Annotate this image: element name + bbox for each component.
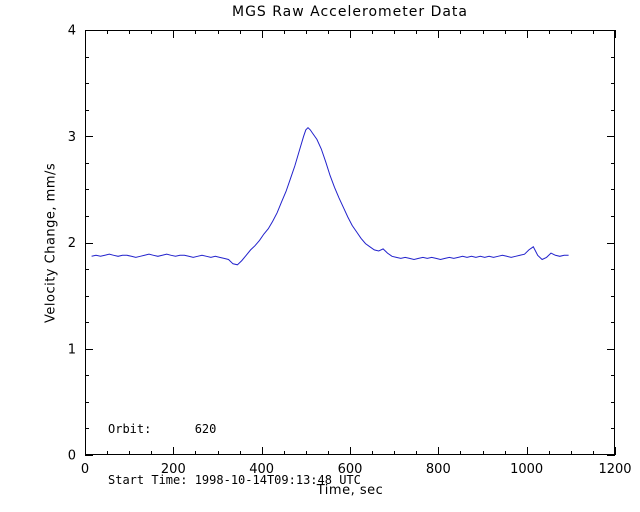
- y-tick-label: 2: [68, 236, 76, 251]
- annotation-block: Orbit: 620 Start Time: 1998-10-14T09:13:…: [108, 387, 361, 512]
- data-line: [91, 127, 569, 266]
- annotation-start-time: Start Time: 1998-10-14T09:13:48 UTC: [108, 473, 361, 487]
- y-tick-label: 0: [68, 449, 76, 464]
- x-tick-label: 200: [161, 462, 186, 477]
- x-tick-label: 0: [81, 462, 89, 477]
- annotation-orbit: Orbit: 620: [108, 422, 217, 436]
- x-tick-label: 600: [338, 462, 363, 477]
- y-tick-label: 1: [68, 342, 76, 357]
- y-tick-label: 4: [68, 24, 76, 39]
- y-axis-label: Velocity Change, mm/s: [43, 162, 59, 323]
- y-tick-label: 3: [68, 130, 76, 145]
- x-tick-label: 800: [426, 462, 451, 477]
- x-tick-label: 400: [249, 462, 274, 477]
- x-axis-label: Time, sec: [316, 483, 384, 498]
- chart-title: MGS Raw Accelerometer Data: [231, 4, 468, 20]
- x-tick-label: 1200: [598, 462, 631, 477]
- x-tick-label: 1000: [510, 462, 543, 477]
